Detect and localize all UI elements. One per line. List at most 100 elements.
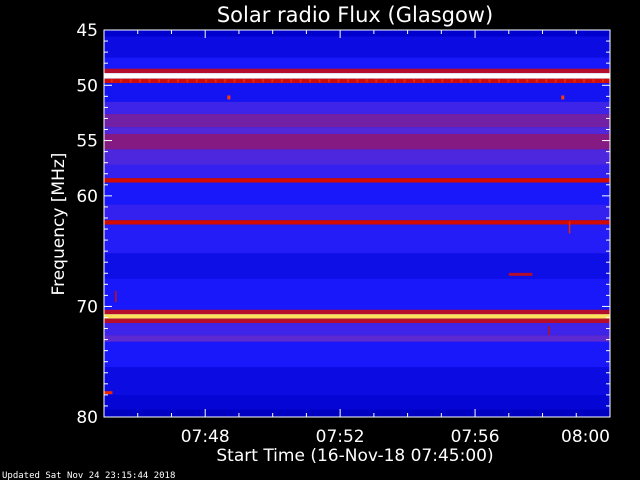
- burst-dash: [394, 79, 397, 83]
- x-tick-label: 08:00: [561, 427, 610, 447]
- burst-dash: [346, 79, 349, 83]
- x-tick-label: 07:56: [451, 427, 500, 447]
- y-tick-label: 60: [76, 187, 98, 207]
- heatmap-band: [104, 204, 610, 221]
- burst-dash: [469, 79, 472, 83]
- heatmap-band: [104, 164, 610, 179]
- burst-dash: [233, 79, 236, 83]
- burst-dash: [516, 79, 519, 83]
- heatmap-band: [104, 335, 610, 342]
- heatmap-band: [104, 341, 610, 368]
- burst-dash: [139, 79, 142, 83]
- burst-vertical: [568, 221, 571, 234]
- heatmap-band: [104, 309, 610, 315]
- heatmap-band: [104, 182, 610, 205]
- burst-dash: [554, 79, 557, 83]
- burst-dash: [309, 79, 312, 83]
- burst-dash: [365, 79, 368, 83]
- burst-dash: [441, 79, 444, 83]
- burst-dash: [384, 79, 387, 83]
- burst-dash: [479, 79, 482, 83]
- burst-dash: [167, 79, 170, 83]
- burst-vertical: [115, 290, 117, 303]
- burst-dash: [186, 79, 189, 83]
- burst-dash: [526, 79, 529, 83]
- x-tick-label: 07:52: [316, 427, 365, 447]
- burst-dash: [280, 79, 283, 83]
- burst-dash: [403, 79, 406, 83]
- heatmap-layer: [104, 30, 610, 417]
- burst-dash: [129, 79, 132, 83]
- burst-dash: [337, 79, 340, 83]
- burst-dash: [148, 79, 151, 83]
- heatmap-band: [104, 220, 610, 225]
- burst-dash: [176, 79, 179, 83]
- burst-dash: [252, 79, 255, 83]
- heatmap-band: [104, 318, 610, 324]
- heatmap-band: [104, 149, 610, 165]
- burst-dash: [356, 79, 359, 83]
- y-tick-label: 50: [76, 76, 98, 96]
- burst-dash: [157, 79, 160, 83]
- burst-dash: [327, 79, 330, 83]
- burst-dash: [422, 79, 425, 83]
- burst-dash: [498, 79, 501, 83]
- y-axis-title: Frequency [MHz]: [49, 153, 69, 296]
- burst-dash: [601, 79, 604, 83]
- heatmap-band: [104, 101, 610, 115]
- updated-timestamp: Updated Sat Nov 24 23:15:44 2018: [2, 471, 175, 480]
- heatmap-band: [104, 68, 610, 74]
- burst-vertical: [548, 326, 551, 336]
- heatmap-band: [104, 36, 610, 58]
- burst-dash: [120, 79, 123, 83]
- burst-dash: [564, 79, 567, 83]
- burst-dot: [561, 95, 565, 100]
- heatmap-band: [104, 83, 610, 102]
- burst-dash: [290, 79, 293, 83]
- heatmap-band: [104, 253, 610, 279]
- burst-dash: [592, 79, 595, 83]
- burst-dash: [535, 79, 538, 83]
- burst-dash: [450, 79, 453, 83]
- burst-dash: [271, 79, 274, 83]
- burst-segment: [508, 272, 533, 276]
- heatmap-band: [104, 178, 610, 183]
- heatmap-band: [104, 278, 610, 310]
- heatmap-band: [104, 224, 610, 254]
- burst-dash: [431, 79, 434, 83]
- burst-dash: [214, 79, 217, 83]
- burst-dash: [205, 79, 208, 83]
- burst-dash: [583, 79, 586, 83]
- burst-dash: [242, 79, 245, 83]
- heatmap-band: [104, 57, 610, 69]
- x-axis: 07:48 07:52 07:56 08:00: [137, 30, 611, 447]
- burst-dot: [227, 95, 231, 100]
- x-axis-title: Start Time (16-Nov-18 07:45:00): [216, 446, 493, 466]
- heatmap-band: [104, 73, 610, 79]
- y-tick-label: 55: [76, 132, 98, 152]
- heatmap-band: [104, 114, 610, 128]
- x-tick-label: 07:48: [181, 427, 230, 447]
- burst-dash: [261, 79, 264, 83]
- plot-frame: [103, 29, 611, 418]
- heatmap-band: [104, 409, 610, 417]
- burst-dash: [224, 79, 227, 83]
- y-tick-label: 45: [76, 21, 98, 41]
- burst-dash: [318, 79, 321, 83]
- chart-title: Solar radio Flux (Glasgow): [217, 3, 493, 27]
- burst-dash: [412, 79, 415, 83]
- heatmap-band: [104, 30, 610, 37]
- burst-dash: [195, 79, 198, 83]
- heatmap-band: [104, 314, 610, 319]
- y-tick-label: 80: [76, 408, 98, 428]
- y-tick-label: 70: [76, 297, 98, 317]
- burst-dash: [375, 79, 378, 83]
- burst-dash: [545, 79, 548, 83]
- burst-dash: [488, 79, 491, 83]
- burst-dash: [573, 79, 576, 83]
- heatmap-band: [104, 367, 610, 395]
- burst-dash: [110, 79, 113, 83]
- y-axis: 45 50 55 60 70 80: [76, 21, 610, 428]
- burst-dash: [460, 79, 463, 83]
